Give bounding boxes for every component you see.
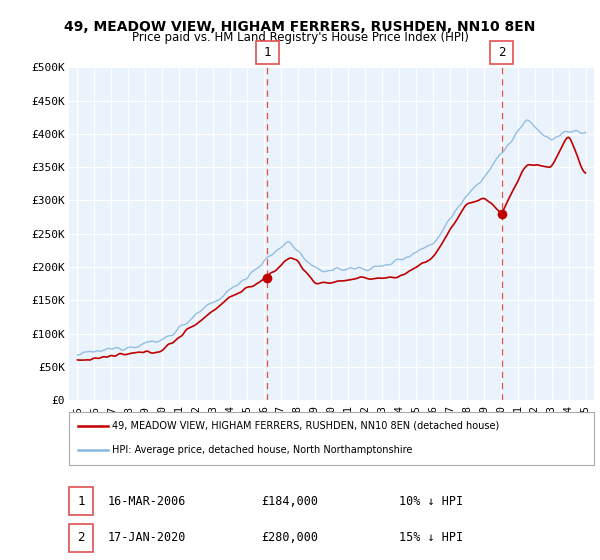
- Text: HPI: Average price, detached house, North Northamptonshire: HPI: Average price, detached house, Nort…: [112, 445, 413, 455]
- Text: £280,000: £280,000: [261, 531, 318, 544]
- Text: 2: 2: [77, 531, 85, 544]
- Text: Price paid vs. HM Land Registry's House Price Index (HPI): Price paid vs. HM Land Registry's House …: [131, 31, 469, 44]
- Text: 10% ↓ HPI: 10% ↓ HPI: [399, 494, 463, 508]
- Text: 15% ↓ HPI: 15% ↓ HPI: [399, 531, 463, 544]
- Text: 49, MEADOW VIEW, HIGHAM FERRERS, RUSHDEN, NN10 8EN (detached house): 49, MEADOW VIEW, HIGHAM FERRERS, RUSHDEN…: [112, 421, 499, 431]
- Text: 49, MEADOW VIEW, HIGHAM FERRERS, RUSHDEN, NN10 8EN: 49, MEADOW VIEW, HIGHAM FERRERS, RUSHDEN…: [64, 20, 536, 34]
- Text: 16-MAR-2006: 16-MAR-2006: [108, 494, 187, 508]
- Text: 17-JAN-2020: 17-JAN-2020: [108, 531, 187, 544]
- Text: 1: 1: [77, 494, 85, 508]
- Text: 2: 2: [498, 46, 505, 59]
- Text: 1: 1: [263, 46, 271, 59]
- Text: £184,000: £184,000: [261, 494, 318, 508]
